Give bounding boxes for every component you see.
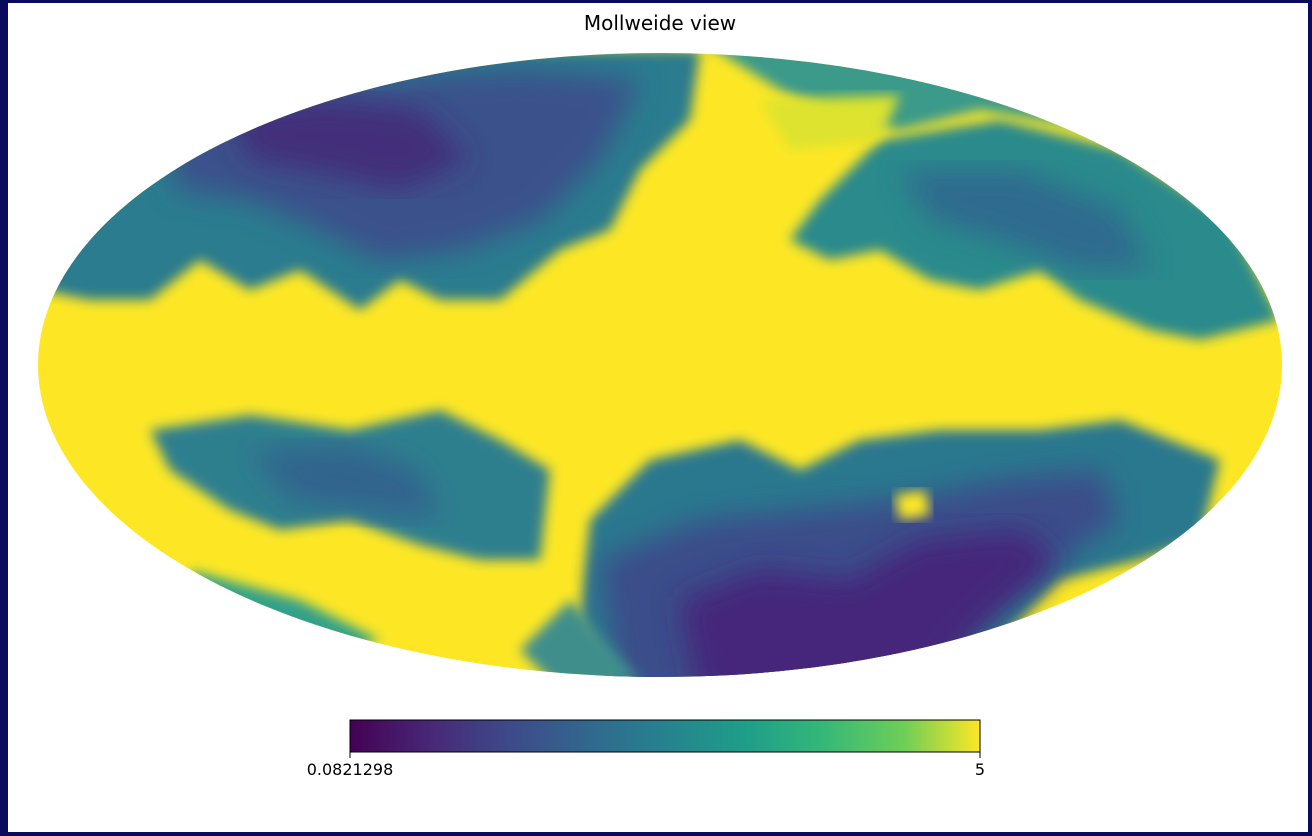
sky-map [30, 40, 1300, 700]
map-title: Mollweide view [584, 11, 736, 35]
figure: Mollweide view 0.0821298 5 [8, 3, 1308, 832]
map-figure: Mollweide view 0.0821298 5 [8, 3, 1308, 832]
colorbar-tick-label: 0.0821298 [307, 760, 394, 779]
colorbar-tick-label: 5 [975, 760, 985, 779]
colorbar-ticks: 0.0821298 5 [307, 752, 985, 779]
page: {"title": "Mollweide view", "colorbar": … [0, 0, 1312, 835]
colorbar [350, 720, 980, 752]
